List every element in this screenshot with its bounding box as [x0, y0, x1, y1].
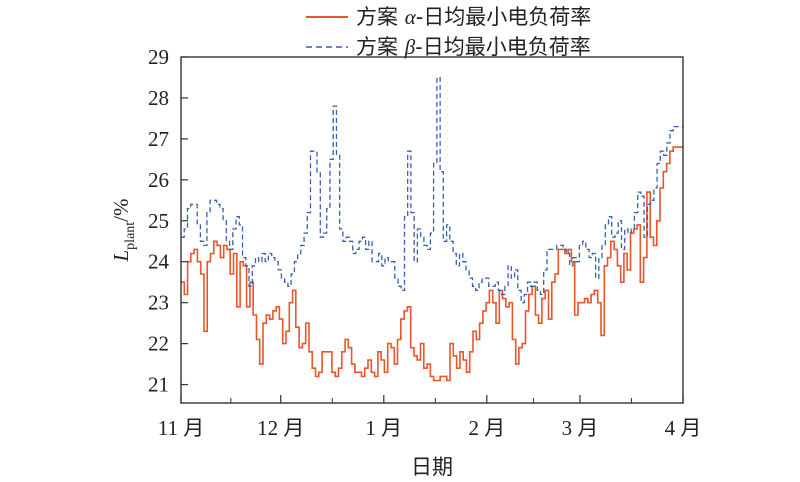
y-tick-label: 27 [148, 127, 169, 151]
legend-beta-suffix: -日均最小电负荷率 [415, 35, 591, 59]
x-tick-label: 12 月 [257, 416, 304, 440]
x-tick-label: 4 月 [665, 416, 702, 440]
legend-label-alpha: 方案 α-日均最小电负荷率 [356, 5, 591, 29]
legend-beta-prefix: 方案 [356, 35, 405, 59]
y-tick-label: 24 [148, 250, 170, 274]
legend-alpha-suffix: -日均最小电负荷率 [416, 5, 592, 29]
y-tick-label: 25 [148, 209, 169, 233]
y-tick-label: 26 [148, 168, 169, 192]
y-axis-title-suffix: /% [109, 198, 133, 221]
x-tick-label: 11 月 [158, 416, 204, 440]
legend-alpha-greek: α [405, 5, 417, 29]
legend-beta-greek: β [404, 35, 416, 59]
legend-entry-beta: 方案 β-日均最小电负荷率 [306, 35, 591, 59]
x-tick-label: 2 月 [468, 416, 505, 440]
y-tick-label: 22 [148, 332, 169, 356]
plot-frame [180, 56, 684, 404]
x-tick-label: 1 月 [365, 416, 402, 440]
y-axis-title-subscript: plant [123, 222, 138, 250]
series-alpha-line [181, 146, 683, 382]
series-beta-line [181, 76, 683, 304]
x-axis: 11 月 12 月 1 月 2 月 3 月 4 月 [158, 395, 702, 440]
y-axis-title-main: L [109, 250, 133, 263]
y-tick-label: 21 [148, 373, 169, 397]
x-tick-label: 3 月 [562, 416, 599, 440]
legend: 方案 α-日均最小电负荷率 方案 β-日均最小电负荷率 [306, 5, 591, 59]
y-tick-label: 23 [148, 291, 169, 315]
series-layer [181, 76, 683, 382]
y-tick-label: 29 [148, 45, 169, 69]
legend-label-beta: 方案 β-日均最小电负荷率 [356, 35, 591, 59]
y-axis-title: Lplant/% [109, 198, 138, 262]
legend-entry-alpha: 方案 α-日均最小电负荷率 [306, 5, 591, 29]
x-axis-title: 日期 [411, 455, 453, 479]
y-tick-label: 28 [148, 86, 169, 110]
y-axis: 21 22 23 24 25 26 27 28 29 [148, 45, 188, 397]
legend-alpha-prefix: 方案 [356, 5, 405, 29]
